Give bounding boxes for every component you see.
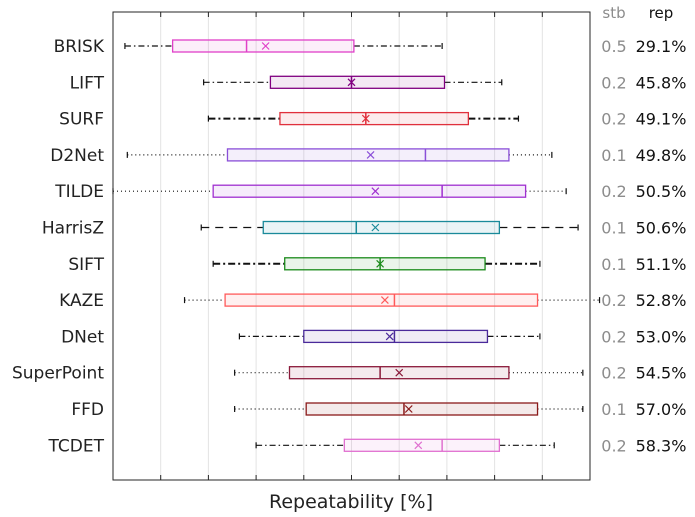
rep-value: 50.5% xyxy=(636,182,687,201)
stb-value: 0.1 xyxy=(601,219,626,238)
iqr-box xyxy=(171,39,355,53)
box-tilde xyxy=(112,184,567,198)
mean-marker xyxy=(371,187,380,196)
stb-value: 0.2 xyxy=(601,110,626,129)
box-kaze xyxy=(183,293,601,307)
box-brisk xyxy=(124,39,443,53)
mean-marker xyxy=(380,296,389,305)
mean-marker xyxy=(347,78,356,87)
rep-header: rep xyxy=(649,4,674,22)
iqr-box xyxy=(305,402,539,416)
rep-value: 51.1% xyxy=(636,255,687,274)
box-sift xyxy=(212,257,541,271)
mean-marker xyxy=(371,223,380,232)
mean-marker xyxy=(366,150,375,159)
rep-value: 58.3% xyxy=(636,436,687,455)
mean-marker xyxy=(395,368,404,377)
category-label: HarrisZ xyxy=(42,219,104,239)
category-label: BRISK xyxy=(54,37,105,57)
iqr-box xyxy=(262,220,501,235)
mean-marker xyxy=(414,441,423,450)
iqr-box xyxy=(279,111,470,126)
rep-value: 53.0% xyxy=(636,327,687,346)
stb-value: 0.2 xyxy=(601,182,626,201)
stb-value: 0.2 xyxy=(601,327,626,346)
grid-lines xyxy=(160,12,543,480)
stb-value: 0.2 xyxy=(601,73,626,92)
category-label: KAZE xyxy=(59,291,104,311)
box-tcdet xyxy=(255,438,555,452)
category-label: TILDE xyxy=(54,182,104,202)
stb-value: 0.5 xyxy=(601,37,626,56)
box-d2net xyxy=(126,148,553,162)
rep-value: 52.8% xyxy=(636,291,687,310)
x-ticks xyxy=(160,12,543,480)
box-lift xyxy=(203,75,503,89)
category-label: D2Net xyxy=(50,146,104,166)
rep-value: 45.8% xyxy=(636,73,687,92)
mean-marker xyxy=(385,332,394,341)
rep-value: 29.1% xyxy=(636,37,687,56)
stb-value: 0.2 xyxy=(601,436,626,455)
box-dnet xyxy=(238,329,541,344)
box-harrisz xyxy=(200,220,579,235)
rep-value: 54.5% xyxy=(636,364,687,383)
mean-marker xyxy=(261,42,270,50)
category-label: TCDET xyxy=(48,436,105,456)
iqr-box xyxy=(343,438,501,452)
mean-marker xyxy=(361,114,370,123)
category-label: SuperPoint xyxy=(12,364,104,384)
boxes-layer xyxy=(112,39,601,452)
stb-value: 0.1 xyxy=(601,255,626,274)
stb-value: 0.1 xyxy=(601,400,626,419)
stats-columns: 0.5 29.1% 0.2 45.8% 0.2 49.1% 0.1 49.8% 0.2 50.5%… xyxy=(601,37,686,455)
rep-value: 49.1% xyxy=(636,110,687,129)
rep-value: 50.6% xyxy=(636,219,687,238)
stb-value: 0.1 xyxy=(601,146,626,165)
stb-value: 0.2 xyxy=(601,364,626,383)
iqr-box xyxy=(212,184,527,198)
iqr-box xyxy=(269,75,446,89)
category-label: LIFT xyxy=(70,73,105,93)
category-label: FFD xyxy=(71,400,104,420)
box-superpoint xyxy=(234,366,584,380)
stb-header: stb xyxy=(602,4,625,22)
category-label: DNet xyxy=(61,327,104,347)
category-labels: BRISK LIFT SURF D2Net TILDE HarrisZ SIFT KAZE DN… xyxy=(12,37,105,456)
iqr-box xyxy=(224,293,539,307)
mean-marker xyxy=(376,259,385,268)
category-label: SURF xyxy=(59,110,104,130)
iqr-box xyxy=(226,148,510,162)
box-surf xyxy=(207,111,520,126)
iqr-box xyxy=(284,257,486,271)
rep-value: 49.8% xyxy=(636,146,687,165)
mean-marker xyxy=(404,405,413,413)
rep-value: 57.0% xyxy=(636,400,687,419)
stb-value: 0.2 xyxy=(601,291,626,310)
iqr-box xyxy=(303,329,489,344)
box-ffd xyxy=(234,402,584,416)
category-label: SIFT xyxy=(68,255,104,275)
x-axis-label: Repeatability [%] xyxy=(269,491,433,513)
